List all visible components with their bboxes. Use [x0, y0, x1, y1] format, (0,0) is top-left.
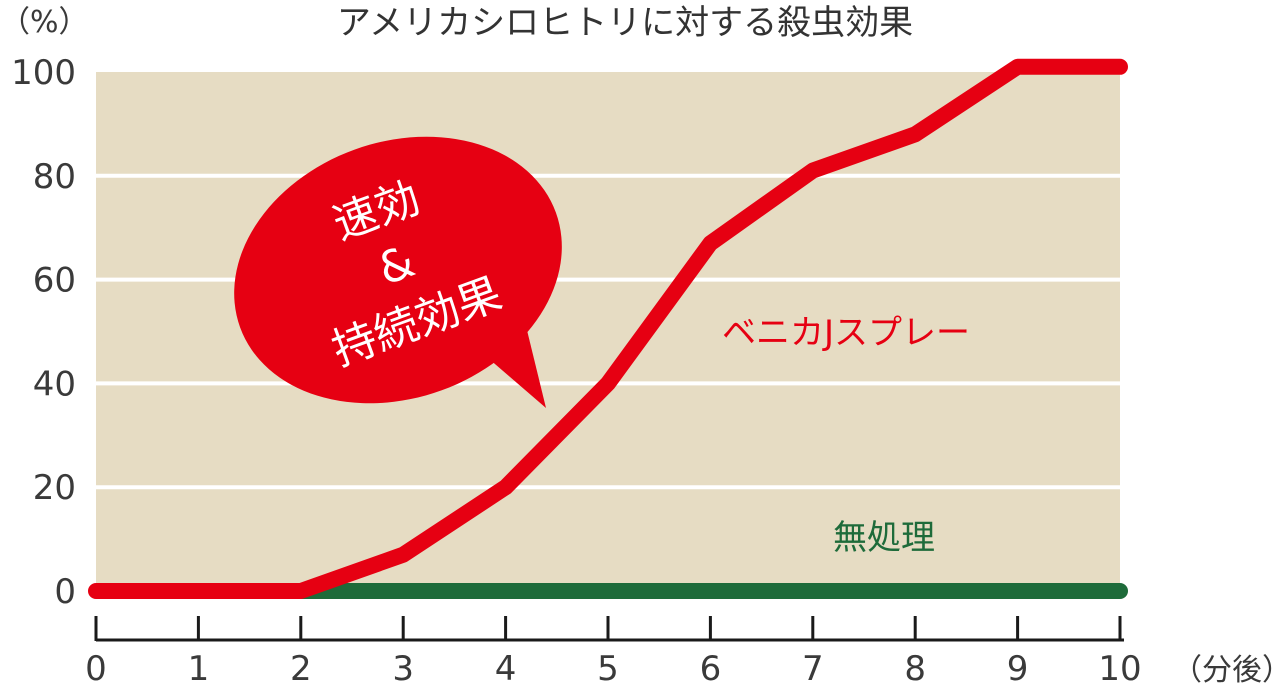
x-tick-labels: 0 1 2 3 4 5 6 7 8 9 10 [85, 649, 1141, 689]
speech-bubble: 速効 & 持続効果 [234, 136, 562, 408]
x-tick-label: 7 [802, 649, 824, 689]
x-tick-label: 5 [597, 649, 619, 689]
chart-title: アメリカシロヒトリに対する殺虫効果 [337, 3, 913, 43]
x-tick-label: 0 [85, 649, 107, 689]
y-tick-label: 0 [54, 572, 76, 612]
y-tick-label: 80 [33, 157, 76, 197]
x-axis [94, 616, 1124, 642]
x-tick-label: 6 [700, 649, 722, 689]
series-label-treated: ベニカJスプレー [722, 313, 970, 353]
y-tick-label: 20 [33, 468, 76, 508]
x-tick-label: 4 [495, 649, 517, 689]
series-lines [88, 58, 1128, 599]
series-label-untreated: 無処理 [833, 518, 935, 558]
bubble-tail [488, 322, 546, 408]
x-tick-label: 9 [1007, 649, 1029, 689]
y-tick-label: 40 [33, 364, 76, 404]
x-tick-label: 1 [188, 649, 210, 689]
x-tick-label: 10 [1098, 649, 1141, 689]
y-tick-label: 100 [11, 53, 76, 93]
y-axis-unit: （%） [0, 5, 89, 40]
x-tick-label: 3 [392, 649, 414, 689]
x-axis-unit: （分後） [1172, 653, 1280, 688]
x-tick-label: 8 [904, 649, 926, 689]
x-tick-label: 2 [290, 649, 312, 689]
bubble-shape [234, 136, 562, 404]
series-line-treated [88, 58, 1128, 599]
y-tick-label: 60 [33, 261, 76, 301]
y-tick-labels: 0 20 40 60 80 100 [11, 53, 76, 612]
